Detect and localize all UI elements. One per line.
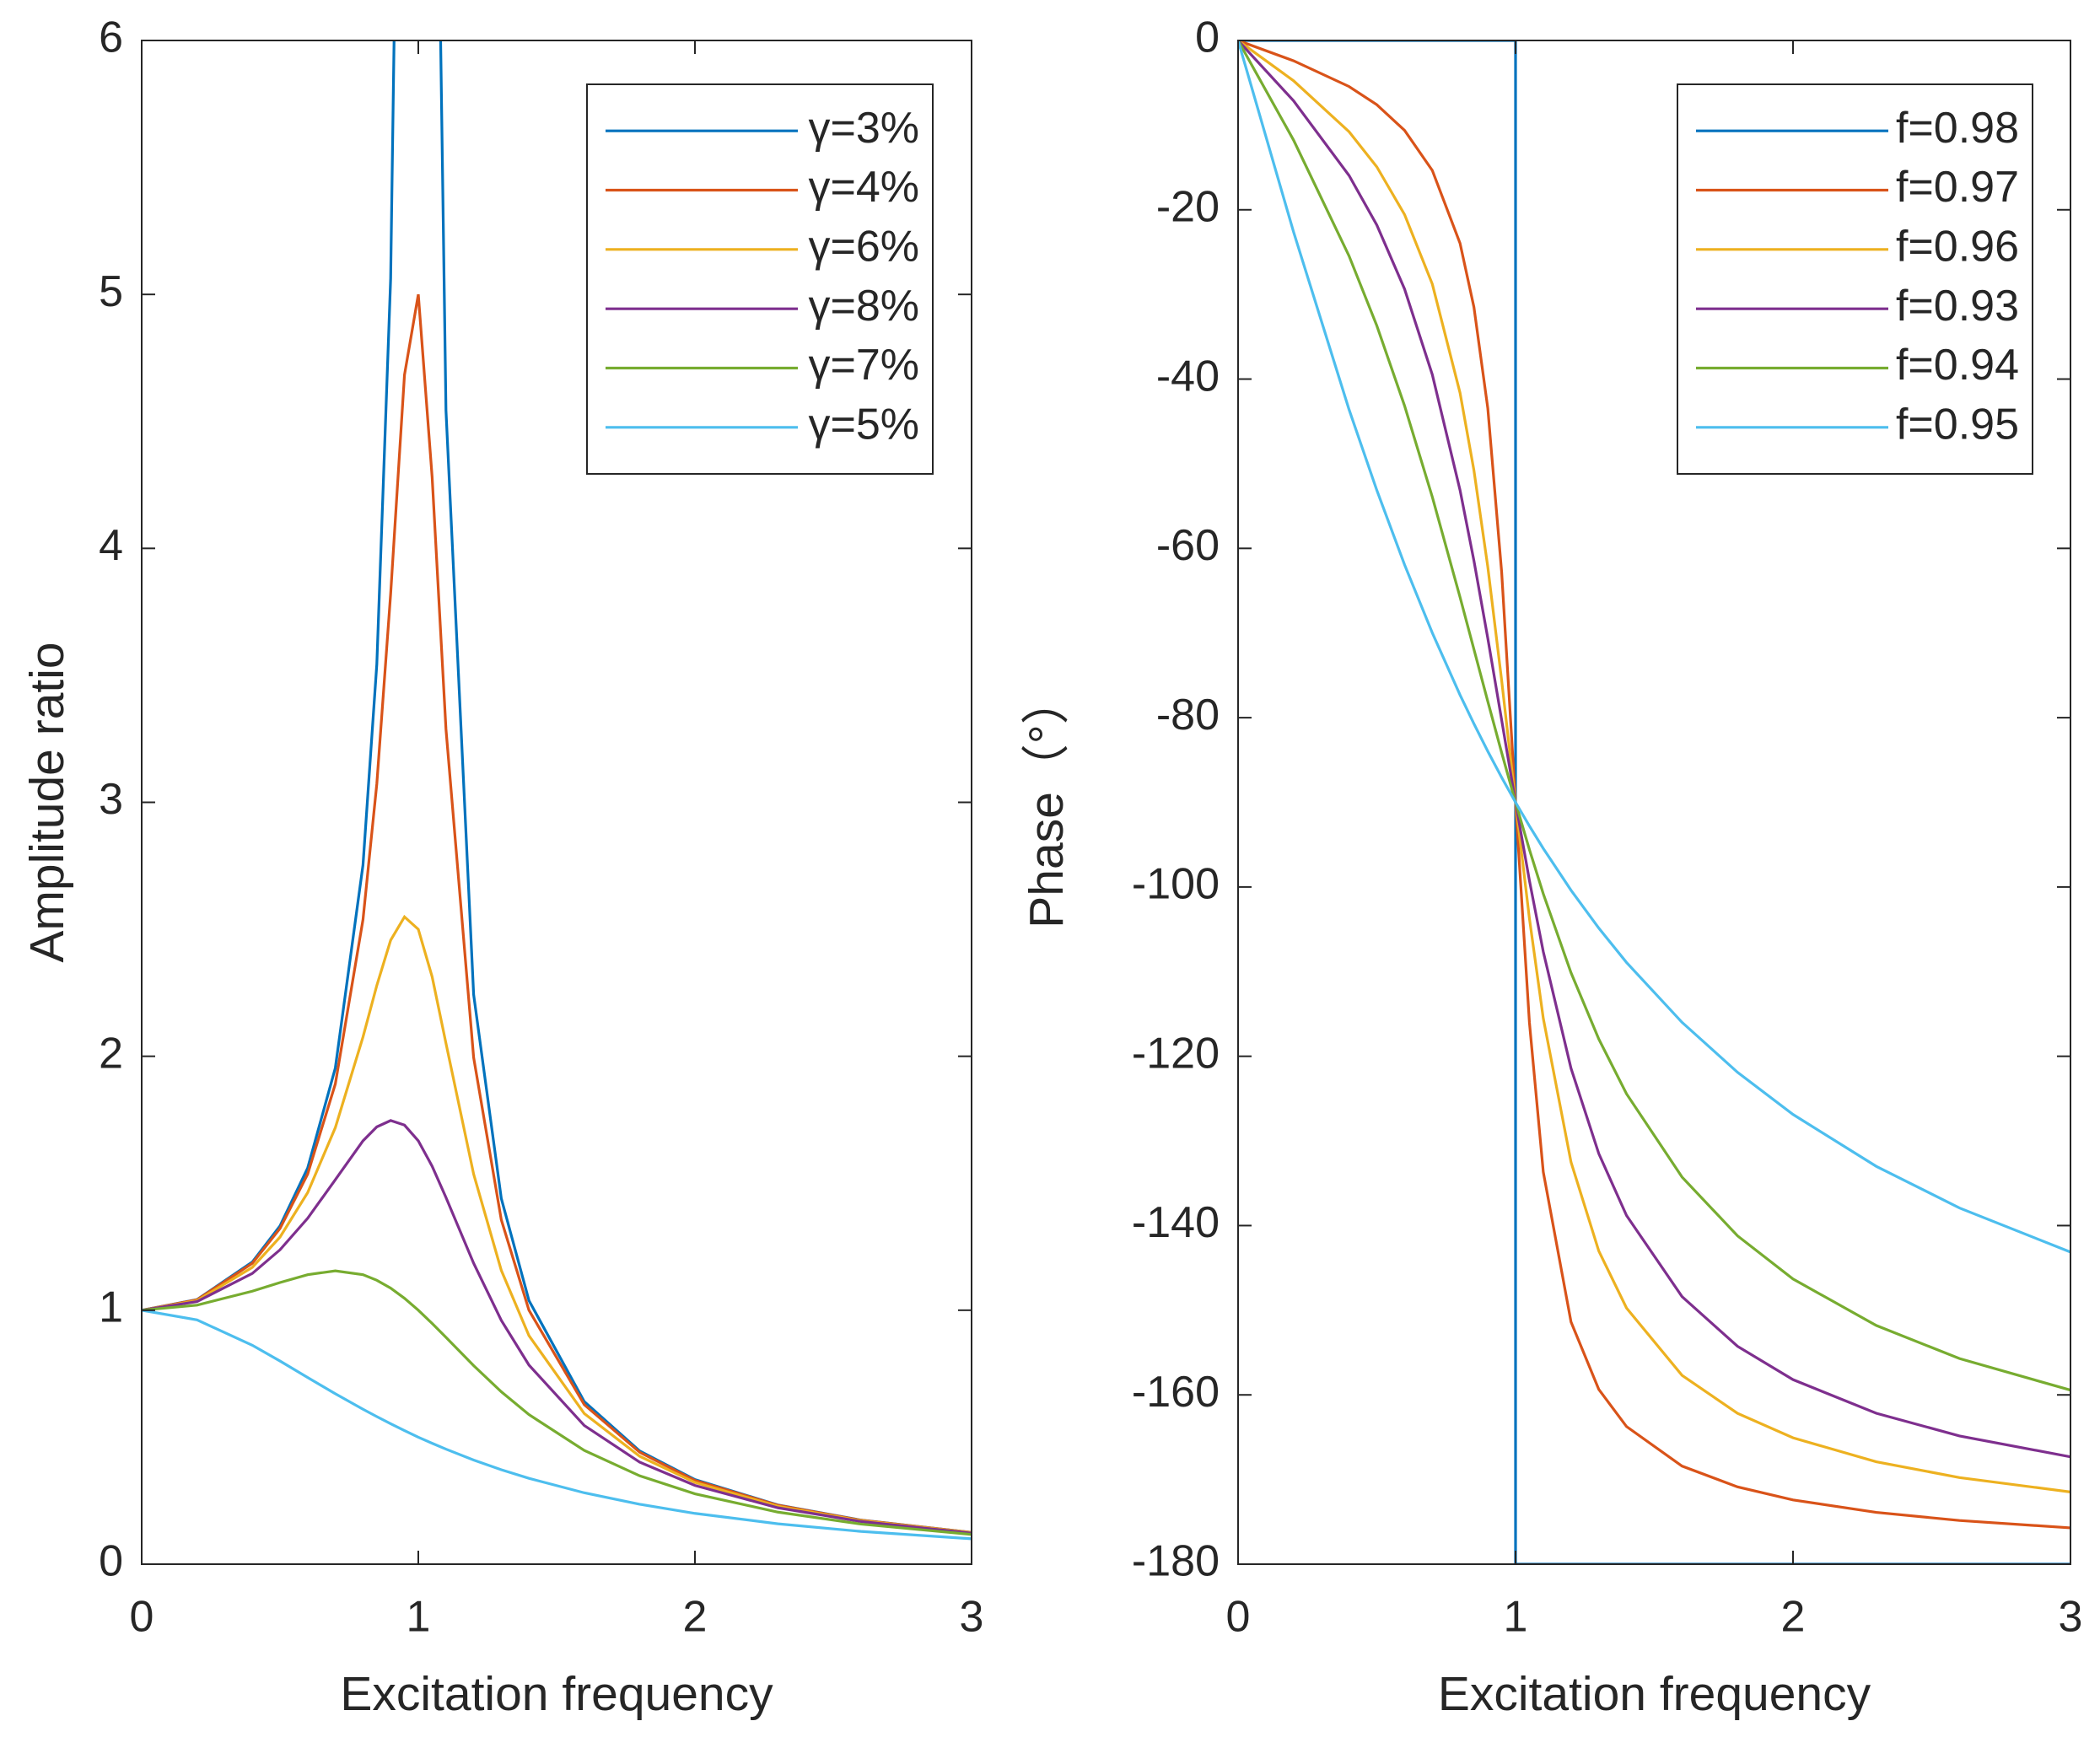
legend-label: f=0.94 (1896, 341, 2019, 390)
y-tick-label: 4 (99, 521, 123, 570)
y-axis-label: Amplitude ratio (20, 642, 74, 962)
legend-label: γ=3% (808, 104, 919, 153)
data-line (1238, 40, 2070, 1254)
data-line (1238, 40, 2070, 1530)
y-axis-label: Phase（°） (1020, 676, 1074, 928)
data-line (142, 1309, 972, 1541)
legend: f=0.98 f=0.97 f=0.96 f=0.93 f=0.94 f=0.95 (1677, 83, 2033, 475)
legend-box (586, 83, 934, 475)
y-tick-label: -60 (1156, 521, 1220, 570)
y-tick-label: 6 (99, 13, 123, 62)
y-tick-label: -180 (1132, 1537, 1220, 1586)
axes: 0 1 2 3 -180 -160 -140 -120 -100 -80 -60 -40 -20 0 Exc… (1020, 13, 2082, 1721)
y-tick-label: -40 (1156, 352, 1220, 401)
legend-label: γ=5% (808, 401, 919, 449)
y-tick-label: -100 (1132, 860, 1220, 909)
legend-label: γ=7% (808, 341, 919, 390)
y-tick-label: -120 (1132, 1029, 1220, 1078)
legend-box (1677, 83, 2033, 475)
x-tick-label: 1 (407, 1593, 431, 1642)
x-tick-label: 1 (1504, 1593, 1528, 1642)
legend-label: γ=8% (808, 282, 919, 331)
y-tick-label: 2 (99, 1029, 123, 1078)
legend-label: γ=4% (808, 163, 919, 212)
legend-label: f=0.97 (1896, 163, 2019, 212)
x-tick-label: 3 (960, 1593, 984, 1642)
data-line (142, 1269, 972, 1536)
y-tick-label: 3 (99, 775, 123, 824)
data-line (1238, 40, 2070, 1392)
y-tick-label: 1 (99, 1283, 123, 1332)
y-tick-label: 0 (1195, 13, 1220, 62)
x-axis-label: Excitation frequency (1438, 1667, 1871, 1721)
legend-label: f=0.93 (1896, 282, 2019, 331)
legend-label: f=0.96 (1896, 223, 2019, 272)
data-line (1238, 40, 2070, 1493)
data-line (142, 1119, 972, 1535)
x-tick-label: 2 (683, 1593, 708, 1642)
x-tick-label: 0 (130, 1593, 154, 1642)
legend-label: f=0.95 (1896, 401, 2019, 449)
data-line (142, 293, 972, 1534)
x-tick-label: 2 (1781, 1593, 1806, 1642)
x-axis-label: Excitation frequency (340, 1667, 773, 1721)
data-line (142, 914, 972, 1535)
legend-label: γ=6% (808, 223, 919, 272)
y-tick-label: 0 (99, 1537, 123, 1586)
y-tick-label: -20 (1156, 183, 1220, 232)
x-tick-label: 3 (2059, 1593, 2083, 1642)
legend-label: f=0.98 (1896, 104, 2019, 153)
data-line (1238, 40, 2070, 1459)
y-tick-label: -80 (1156, 691, 1220, 740)
axes-box (1237, 40, 2071, 1565)
y-tick-label: -140 (1132, 1198, 1220, 1247)
y-tick-label: 5 (99, 267, 123, 316)
y-tick-label: -160 (1132, 1368, 1220, 1417)
legend: γ=3% γ=4% γ=6% γ=8% γ=7% γ=5% (586, 83, 934, 475)
x-tick-label: 0 (1226, 1593, 1251, 1642)
axes: 0 1 2 3 0 1 2 3 4 5 6 Excitation frequency Amplitude… (20, 13, 984, 1721)
